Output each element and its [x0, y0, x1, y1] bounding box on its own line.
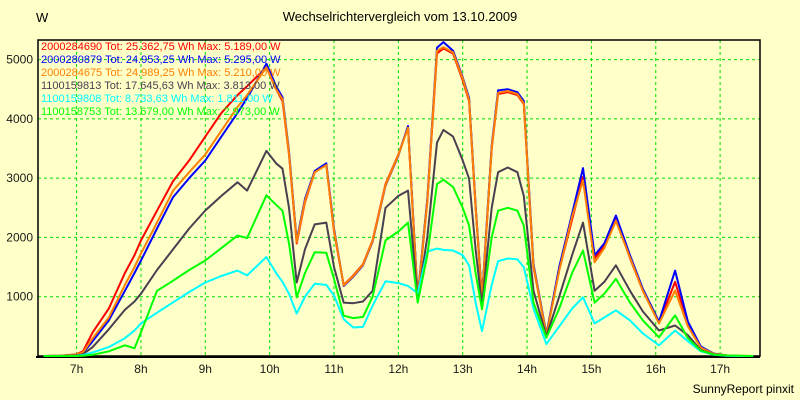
x-tick-label: 11h	[324, 362, 343, 376]
x-tick-label: 12h	[388, 362, 408, 376]
x-tick-label: 13h	[453, 362, 473, 376]
legend-item-2000280879: 2000280879 Tot: 24.953,25 Wh Max: 5.295,…	[41, 54, 281, 66]
x-tick-label: 17h	[710, 362, 730, 376]
y-axis-unit-label: W	[36, 10, 49, 25]
legend-item-1100158753: 1100158753 Tot: 13.679,00 Wh Max: 2.973,…	[41, 106, 280, 118]
series-line-1100159808	[43, 247, 754, 357]
legend-item-2000284675: 2000284675 Tot: 24.989,25 Wh Max: 5.210,…	[41, 67, 281, 79]
legend-item-1100159813: 1100159813 Tot: 17.645,63 Wh Max: 3.813,…	[41, 80, 280, 92]
legend: 2000284690 Tot: 25.362,75 Wh Max: 5.189,…	[41, 41, 281, 119]
x-tick-label: 7h	[70, 362, 83, 376]
y-tick-label: 5000	[6, 53, 33, 67]
y-tick-label: 1000	[6, 290, 33, 304]
x-tick-label: 16h	[646, 362, 666, 376]
legend-item-1100159808: 1100159808 Tot: 8.733,63 Wh Max: 1.811,0…	[41, 93, 273, 105]
series-line-1100159813	[43, 128, 754, 357]
x-tick-label: 8h	[134, 362, 147, 376]
y-tick-label: 3000	[6, 171, 33, 185]
chart-title: Wechselrichtervergleich vom 13.10.2009	[282, 9, 518, 24]
series-line-2000284675	[43, 46, 754, 357]
x-tick-label: 9h	[199, 362, 212, 376]
x-tick-label: 10h	[260, 362, 280, 376]
x-tick-label: 14h	[517, 362, 537, 376]
watermark: SunnyReport pinxit	[692, 382, 794, 396]
y-tick-label: 2000	[6, 230, 33, 244]
x-tick-label: 15h	[581, 362, 601, 376]
y-tick-label: 4000	[6, 112, 33, 126]
series-line-1100158753	[43, 178, 754, 357]
legend-item-2000284690: 2000284690 Tot: 25.362,75 Wh Max: 5.189,…	[41, 41, 281, 53]
